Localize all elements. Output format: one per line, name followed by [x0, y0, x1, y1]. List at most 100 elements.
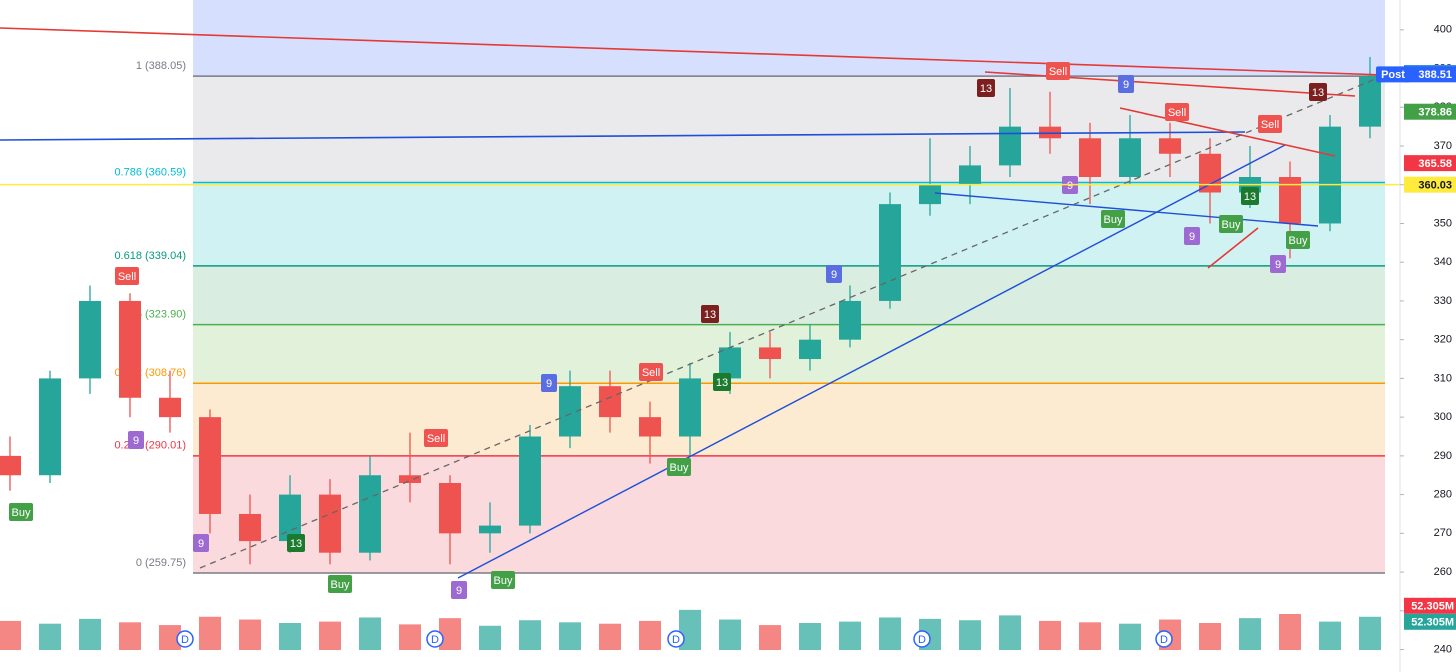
signal-label: Sell [642, 367, 660, 379]
signal-badge [128, 431, 144, 449]
signal-badge [826, 265, 842, 283]
volume-bar [959, 620, 981, 650]
price-tag-label: 378.86 [1418, 107, 1452, 119]
trend-line [1119, 107, 1336, 157]
fib-label: 0.236 (290.01) [114, 440, 186, 452]
dividend-marker [913, 630, 931, 648]
trend-line [0, 131, 1246, 141]
volume-bar [1239, 618, 1261, 650]
signal-label: 9 [456, 585, 462, 597]
y-tick-label: 310 [1434, 372, 1452, 384]
candle-body [119, 300, 141, 398]
trend-line [457, 144, 1286, 579]
candle-body [1079, 138, 1101, 178]
signal-label: 9 [1275, 259, 1281, 271]
volume-bar [79, 618, 101, 650]
signal-badge [491, 571, 515, 589]
volume-bar [359, 617, 381, 650]
signal-badge [713, 373, 731, 391]
fib-zone [193, 0, 1385, 77]
candle-body [439, 482, 461, 534]
signal-badge [9, 503, 33, 521]
volume-bar [1119, 623, 1141, 650]
signal-label: 9 [1067, 180, 1073, 192]
candle-body [599, 386, 621, 418]
volume-bar [439, 618, 461, 650]
volume-bar [319, 621, 341, 650]
signal-label: 13 [704, 309, 716, 321]
volume-bar [1279, 614, 1301, 650]
candle-body [399, 475, 421, 483]
signal-label: Sell [118, 271, 136, 283]
signal-badge [977, 79, 995, 97]
fib-label: 0.5 (323.90) [127, 308, 186, 320]
volume-tag-label: 52.305M [1411, 601, 1454, 613]
trend-line [0, 27, 1386, 76]
candle-body [159, 397, 181, 418]
volume-bar [479, 625, 501, 650]
candle-body [719, 347, 741, 379]
candle-body [39, 378, 61, 476]
signal-label: Sell [1049, 66, 1067, 78]
candle-body [1199, 153, 1221, 193]
trend-line [199, 74, 1386, 569]
y-tick-label: 270 [1434, 527, 1452, 539]
price-tag-label: 388.51 [1418, 69, 1452, 81]
candle-body [479, 525, 501, 534]
fib-zone [193, 76, 1385, 183]
post-label: Post [1381, 69, 1405, 81]
y-tick-label: 400 [1434, 24, 1452, 36]
signal-badge [1219, 215, 1243, 233]
price-tag [1404, 176, 1456, 193]
fib-zone [193, 455, 1385, 574]
signal-badge [639, 363, 663, 381]
volume-bar [599, 623, 621, 650]
fib-label: 0 (259.75) [136, 557, 186, 569]
candle-body [239, 513, 261, 542]
y-tick-label: 290 [1434, 450, 1452, 462]
volume-bar [999, 615, 1021, 650]
signal-label: 13 [716, 377, 728, 389]
candle-body [359, 475, 381, 553]
fib-label: 0.618 (339.04) [114, 250, 186, 262]
price-tag [1404, 155, 1456, 172]
price-tag-label: 365.58 [1418, 158, 1452, 170]
dividend-label: D [672, 634, 680, 646]
price-tag [1404, 66, 1456, 83]
y-tick-label: 280 [1434, 489, 1452, 501]
signal-label: 13 [980, 83, 992, 95]
fib-zone [193, 265, 1385, 325]
volume-tag [1404, 613, 1456, 630]
volume-bar [199, 616, 221, 650]
signal-label: Buy [12, 507, 31, 519]
signal-label: 13 [1312, 87, 1324, 99]
volume-bar [119, 622, 141, 650]
candle-body [759, 347, 781, 360]
y-tick-label: 370 [1434, 140, 1452, 152]
candle-body [1159, 138, 1181, 154]
signal-badge [1118, 75, 1134, 93]
volume-bar [799, 623, 821, 650]
signal-label: 9 [198, 538, 204, 550]
signal-label: 9 [546, 378, 552, 390]
volume-bar [759, 625, 781, 650]
volume-bar [39, 623, 61, 650]
candle-body [679, 378, 701, 437]
price-tag-label: 360.03 [1418, 180, 1452, 192]
volume-bar [879, 617, 901, 650]
volume-bar [559, 622, 581, 650]
signal-label: 13 [1244, 191, 1256, 203]
candle-body [1359, 76, 1381, 127]
volume-bar [519, 620, 541, 650]
volume-bar [1199, 623, 1221, 650]
signal-badge [1258, 115, 1282, 133]
signal-badge [1309, 83, 1327, 101]
volume-bar [159, 625, 181, 650]
volume-bar [399, 624, 421, 650]
candle-body [959, 165, 981, 185]
signal-badge [1241, 187, 1259, 205]
candle-body [1279, 177, 1301, 224]
signal-badge [287, 534, 305, 552]
dividend-marker [1155, 630, 1173, 648]
candle-body [1119, 138, 1141, 178]
